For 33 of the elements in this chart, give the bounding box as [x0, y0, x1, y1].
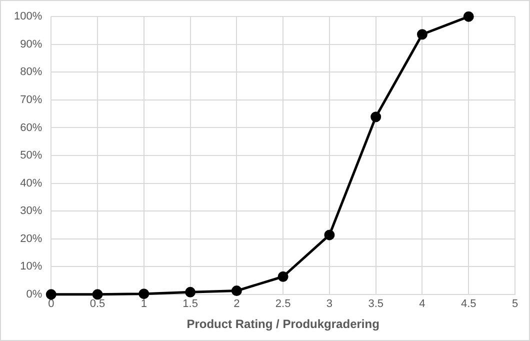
- y-tick-label: 30%: [20, 205, 42, 218]
- y-tick-label: 50%: [20, 150, 42, 162]
- point: [278, 271, 288, 282]
- y-tick-label: 0%: [26, 288, 42, 300]
- point: [324, 230, 335, 240]
- y-tick-label: 70%: [20, 94, 42, 106]
- x-axis-title: Product Rating / Produkgradering: [186, 317, 380, 332]
- x-tick-label: 0.5: [90, 298, 106, 310]
- x-tick-label: 1: [140, 298, 147, 310]
- x-tick-label: 4: [419, 298, 426, 310]
- point: [92, 289, 103, 300]
- x-tick-label: 0: [48, 298, 54, 310]
- point: [138, 288, 150, 300]
- x-tick-label: 4.5: [460, 298, 476, 310]
- point: [370, 112, 382, 122]
- y-tick-label: 10%: [20, 260, 42, 273]
- y-tick-label: 40%: [20, 177, 42, 190]
- point: [46, 289, 56, 300]
- point: [185, 286, 196, 298]
- y-tick-label: 20%: [20, 232, 42, 245]
- y-tick-label: 60%: [20, 122, 42, 134]
- point: [416, 29, 428, 40]
- y-tick-label: 90%: [20, 38, 42, 50]
- x-tick-label: 2: [234, 298, 240, 310]
- y-tick-label: 80%: [20, 66, 42, 78]
- point: [463, 11, 474, 22]
- point: [231, 286, 242, 296]
- x-tick-label: 1.5: [182, 298, 198, 310]
- x-tick-label: 2.5: [275, 298, 291, 310]
- x-tick-label: 3.5: [368, 298, 384, 310]
- y-tick-label: 100%: [14, 10, 42, 23]
- x-tick-label: 3: [326, 298, 333, 310]
- x-tick-label: 5: [512, 298, 518, 310]
